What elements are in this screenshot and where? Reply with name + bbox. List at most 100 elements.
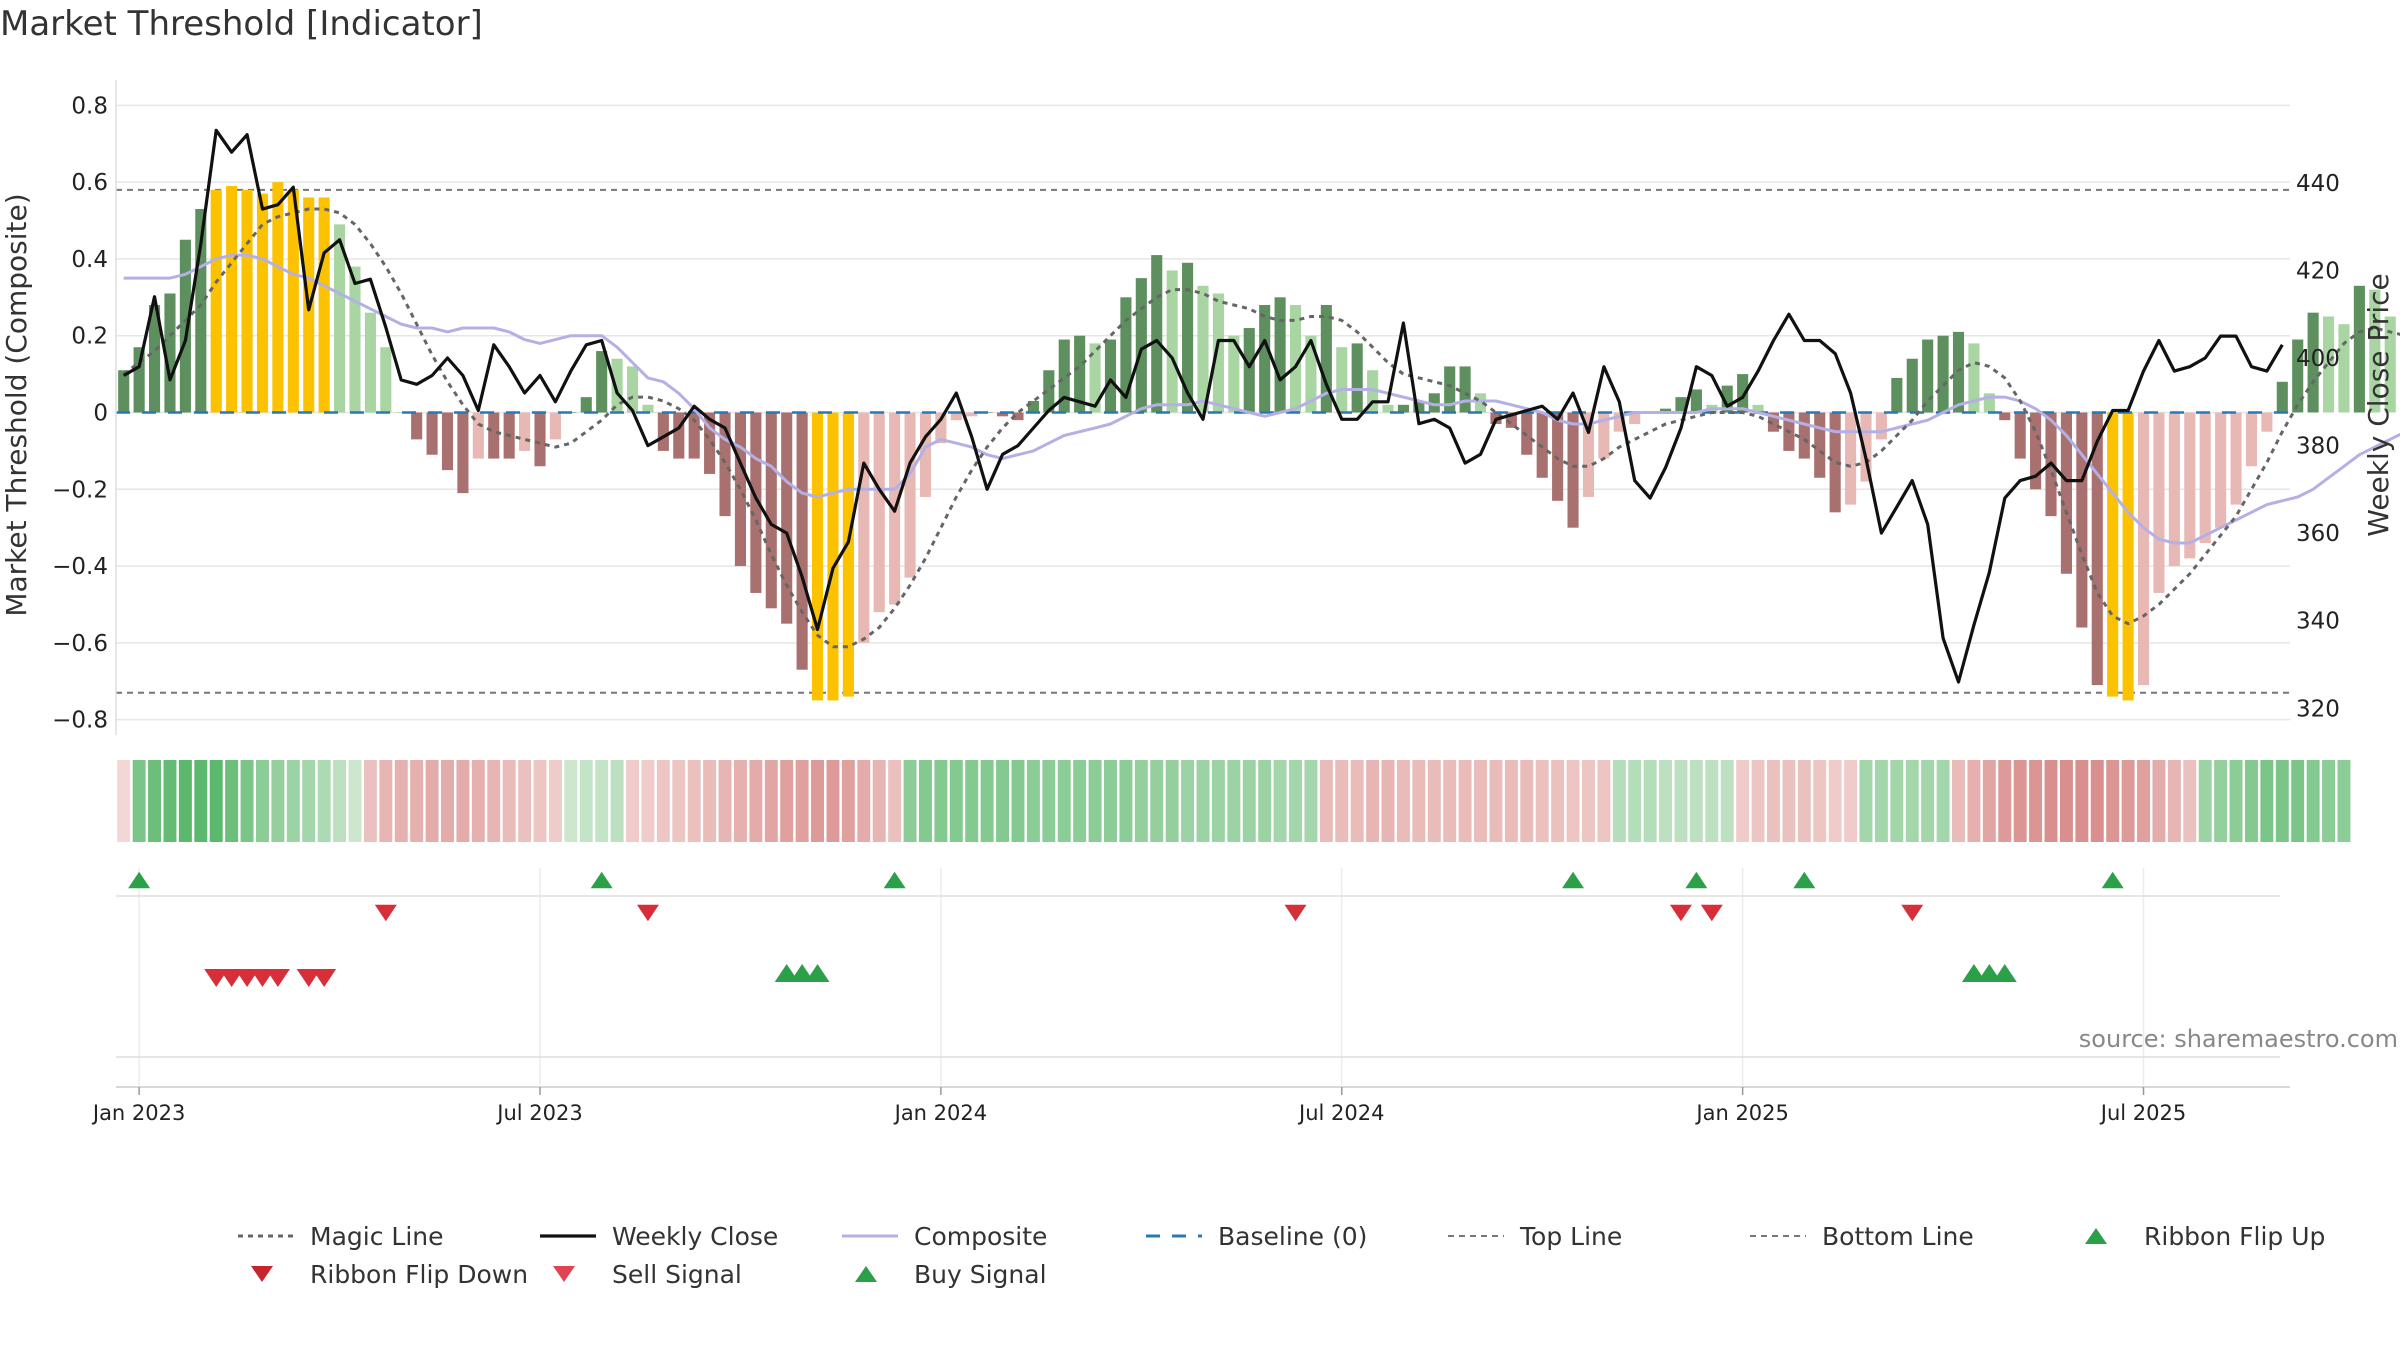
ribbon-flip-down-marker <box>636 904 659 922</box>
legend-item: Baseline (0) <box>1146 1222 1367 1251</box>
ribbon-cell <box>1890 760 1904 842</box>
composite-bar <box>1937 335 1949 413</box>
composite-bar <box>704 412 716 474</box>
ribbon-flip-up-marker <box>128 871 151 889</box>
legend-item: Magic Line <box>238 1222 444 1251</box>
ribbon-cell <box>1535 760 1549 842</box>
sell-signal-marker <box>265 969 290 987</box>
composite-bar <box>2245 412 2258 467</box>
composite-bar <box>2292 339 2304 413</box>
chart-title: Market Threshold [Indicator] <box>0 4 483 44</box>
ribbon-cell <box>1150 760 1164 842</box>
ribbon-flip-up-marker <box>883 871 906 889</box>
composite-bar <box>441 412 454 471</box>
composite-bar <box>1289 305 1302 413</box>
ribbon-cell <box>733 760 747 842</box>
composite-bar <box>1814 412 1826 478</box>
composite-bar <box>1259 305 1271 413</box>
grid <box>116 104 2290 721</box>
legend-label: Bottom Line <box>1822 1222 1974 1251</box>
composite-bar <box>750 412 762 593</box>
ribbon-cell <box>1674 760 1688 842</box>
y2-tick-label: 320 <box>2296 696 2340 722</box>
composite-bar <box>719 412 731 517</box>
composite-bar <box>1845 412 1857 505</box>
composite-bar <box>2091 412 2103 686</box>
composite-bar <box>1829 412 1841 513</box>
ribbon-cell <box>2029 760 2043 842</box>
ribbon-cell <box>718 760 732 842</box>
y-tick-label: −0.8 <box>52 708 108 734</box>
composite-bars <box>118 182 2396 701</box>
composite-bar <box>1536 412 1548 478</box>
ribbon-cell <box>271 760 285 842</box>
composite-bar <box>148 305 161 413</box>
composite-bar <box>2168 412 2180 567</box>
composite-bar <box>2230 412 2242 505</box>
ribbon-cell <box>579 760 593 842</box>
ribbon-cell <box>1289 760 1302 842</box>
series-lines <box>116 128 2400 684</box>
ribbon-cell <box>1874 760 1888 842</box>
ribbon-cell <box>394 760 408 842</box>
composite-bar <box>734 412 746 567</box>
composite-bar <box>1906 358 1918 413</box>
composite-bar <box>2199 412 2211 544</box>
ribbon-flip-down-marker <box>1284 904 1307 922</box>
ribbon-cell <box>487 760 501 842</box>
composite-bar <box>966 412 978 417</box>
ribbon-cell <box>1905 760 1919 842</box>
ribbon-cell <box>225 760 239 842</box>
composite-bar <box>2153 412 2165 593</box>
legend-item: Composite <box>842 1222 1047 1251</box>
x-tick-label: Jan 2025 <box>1694 1101 1789 1125</box>
ribbon-cell <box>1381 760 1395 842</box>
ribbon-cell <box>425 760 439 842</box>
composite-bar <box>1505 412 1517 428</box>
composite-bar <box>472 412 484 459</box>
ribbon-cell <box>965 760 979 842</box>
composite-bar <box>1752 404 1764 413</box>
ribbon-cell <box>1504 760 1518 842</box>
x-tick-label: Jan 2024 <box>893 1101 988 1125</box>
composite-bar <box>1521 412 1533 455</box>
ribbon-cell <box>795 760 809 842</box>
ribbon-cell <box>641 760 655 842</box>
legend-swatch <box>251 1266 273 1282</box>
ribbon-cell <box>595 760 609 842</box>
ribbon-cell <box>1319 760 1333 842</box>
composite-bar <box>688 412 700 459</box>
ribbon-cell <box>1273 760 1287 842</box>
ribbon-cell <box>764 760 778 842</box>
composite-bar <box>796 412 808 670</box>
ribbon-flip-down-marker <box>1700 904 1723 922</box>
ribbon-cell <box>2275 760 2289 842</box>
ribbon-cell <box>1643 760 1657 842</box>
axes: 0.8 0.6 0.4 0.2 0 −0.2 −0.4 −0.6 −0.8 440 420 400 38… <box>52 80 2340 1125</box>
ribbon-cell <box>2183 760 2197 842</box>
y-tick-label: −0.4 <box>52 554 108 580</box>
composite-bar <box>1089 343 1101 413</box>
composite-bar <box>611 358 623 413</box>
ribbon-cell <box>1412 760 1426 842</box>
composite-bar <box>1120 297 1132 413</box>
ribbon-cell <box>2013 760 2027 842</box>
ribbon-flip-down-marker <box>1901 904 1924 922</box>
ribbon-cell <box>703 760 717 842</box>
sell-signal-marker <box>204 969 229 987</box>
ribbon-cell <box>1088 760 1102 842</box>
ribbon-flip-down-marker <box>374 904 397 922</box>
ribbon-cell <box>2090 760 2104 842</box>
ribbon-flip-up-marker <box>2101 871 2124 889</box>
composite-bar <box>1104 339 1117 413</box>
ribbon-cell <box>502 760 516 842</box>
ribbon-cell <box>163 760 177 842</box>
composite-bar <box>1660 408 1672 413</box>
composite-bar <box>1043 370 1055 413</box>
ribbon-cell <box>1967 760 1981 842</box>
composite-bar <box>1459 366 1471 413</box>
ribbon-cell <box>1612 760 1626 842</box>
ribbon-cell <box>1026 760 1040 842</box>
ribbon-cell <box>918 760 932 842</box>
composite-bar <box>179 239 191 413</box>
